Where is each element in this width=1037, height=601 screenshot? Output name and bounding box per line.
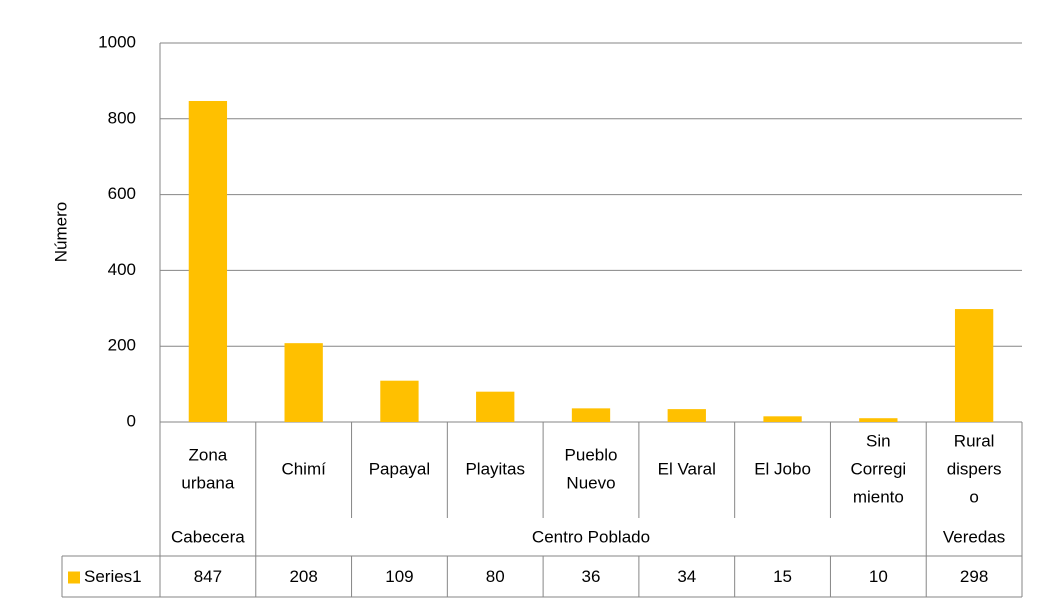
x-tick-label: dispers bbox=[947, 459, 1002, 478]
bar bbox=[571, 408, 611, 422]
y-tick-label: 200 bbox=[108, 336, 136, 355]
data-label: 10 bbox=[869, 567, 888, 586]
x-tick-label: Rural bbox=[954, 431, 995, 450]
legend-swatch bbox=[68, 571, 80, 584]
x-tick-label: miento bbox=[853, 487, 904, 506]
x-tick-label: Corregi bbox=[850, 459, 906, 478]
y-tick-label: 0 bbox=[127, 411, 136, 430]
x-tick-label: Pueblo bbox=[565, 445, 618, 464]
bar bbox=[667, 409, 706, 422]
data-label: 15 bbox=[773, 567, 792, 586]
x-tick-label: Playitas bbox=[465, 459, 525, 478]
bar bbox=[380, 380, 419, 422]
data-label: 847 bbox=[194, 567, 222, 586]
x-tick-label: Papayal bbox=[369, 459, 430, 478]
y-tick-label: 800 bbox=[108, 108, 136, 127]
bar bbox=[859, 418, 898, 422]
data-label: 298 bbox=[960, 567, 988, 586]
data-label: 208 bbox=[289, 567, 317, 586]
x-tick-label: urbana bbox=[181, 473, 234, 492]
y-axis-label: Número bbox=[51, 202, 70, 262]
group-label: Veredas bbox=[943, 527, 1005, 546]
y-tick-label: 1000 bbox=[98, 32, 136, 51]
x-tick-label: Sin bbox=[866, 431, 891, 450]
x-tick-label: o bbox=[969, 487, 978, 506]
y-tick-label: 400 bbox=[108, 260, 136, 279]
x-tick-label: El Varal bbox=[658, 459, 716, 478]
bar bbox=[954, 309, 994, 422]
data-label: 80 bbox=[486, 567, 505, 586]
legend-label: Series1 bbox=[84, 567, 142, 586]
x-tick-label: El Jobo bbox=[754, 459, 811, 478]
data-label: 109 bbox=[385, 567, 413, 586]
bar bbox=[476, 391, 515, 422]
x-tick-label: Zona bbox=[189, 445, 228, 464]
bar bbox=[188, 100, 228, 422]
group-label: Centro Poblado bbox=[532, 527, 650, 546]
data-label: 34 bbox=[677, 567, 696, 586]
x-tick-label: Chimí bbox=[281, 459, 326, 478]
bar bbox=[284, 343, 323, 422]
group-label: Cabecera bbox=[171, 527, 245, 546]
y-tick-label: 600 bbox=[108, 184, 136, 203]
bar bbox=[763, 416, 802, 422]
data-label: 36 bbox=[582, 567, 601, 586]
x-tick-label: Nuevo bbox=[566, 473, 615, 492]
